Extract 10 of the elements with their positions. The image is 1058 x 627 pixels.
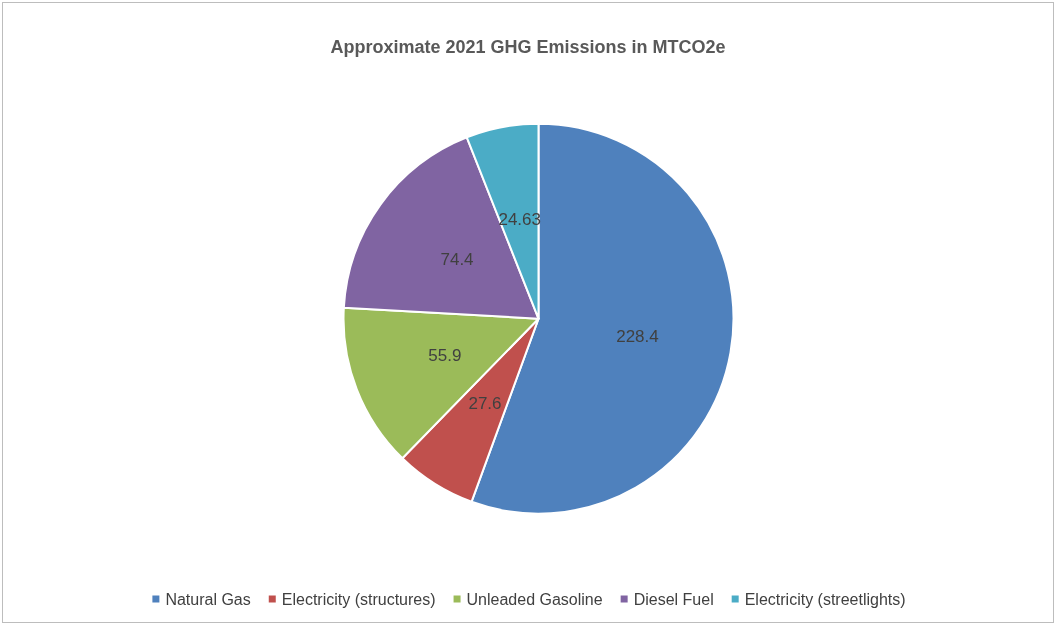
legend-label: Natural Gas <box>165 590 251 608</box>
data-label: 74.4 <box>440 250 474 270</box>
legend-label: Electricity (streetlights) <box>744 590 906 608</box>
data-label: 27.6 <box>468 394 502 414</box>
chart-title: Approximate 2021 GHG Emissions in MTCO2e <box>330 37 726 57</box>
legend-label: Electricity (structures) <box>281 590 436 608</box>
data-label: 228.4 <box>616 326 659 346</box>
legend-label: Unleaded Gasoline <box>466 590 603 608</box>
data-label: 55.9 <box>428 345 462 365</box>
legend-label: Diesel Fuel <box>633 590 714 608</box>
